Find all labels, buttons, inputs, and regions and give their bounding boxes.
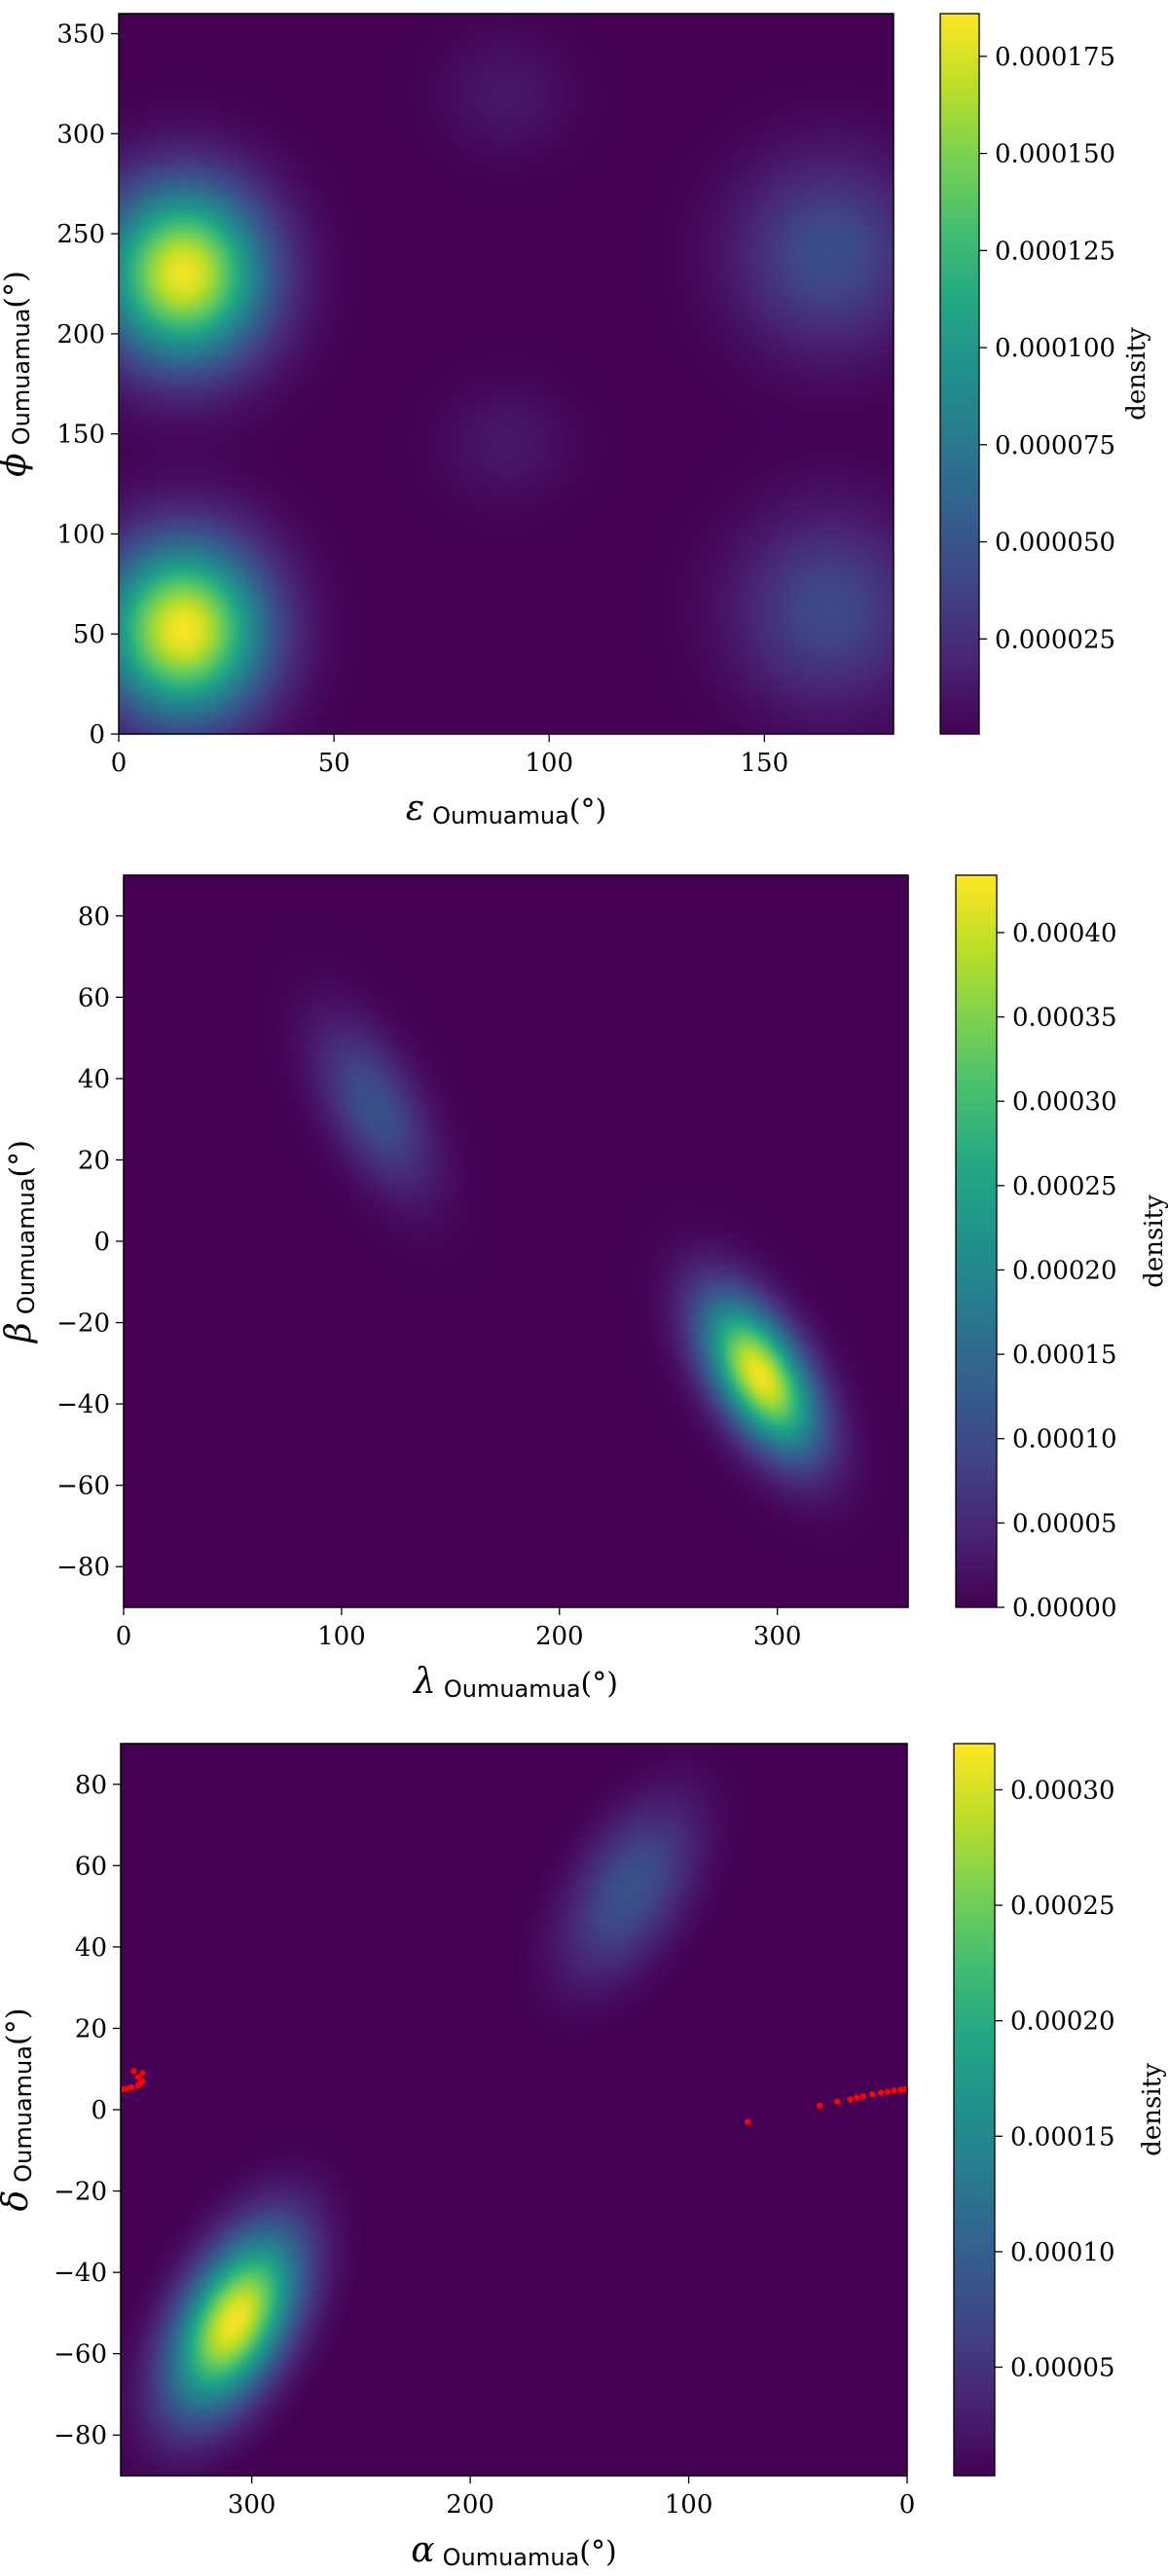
colorbar-tick-label: 0.00015 bbox=[1012, 1341, 1117, 1370]
colorbar-tick-label: 0.000100 bbox=[995, 334, 1115, 363]
y-tick-label: −40 bbox=[54, 2259, 107, 2288]
observation-point bbox=[744, 2118, 751, 2125]
x-tick-label: 300 bbox=[753, 1622, 802, 1651]
y-tick-label: 100 bbox=[56, 520, 105, 549]
y-tick-label: 300 bbox=[56, 120, 105, 149]
y-axis-label: ϕOumuamua(°) bbox=[0, 271, 35, 477]
colorbar-tick-label: 0.000075 bbox=[995, 431, 1115, 460]
colorbar-label: density bbox=[1140, 1195, 1168, 1288]
colorbar-tick-label: 0.00040 bbox=[1012, 919, 1117, 948]
y-tick-label: 40 bbox=[78, 1065, 110, 1094]
observation-point bbox=[130, 2068, 137, 2075]
x-tick-label: 0 bbox=[111, 749, 128, 778]
x-tick-label: 0 bbox=[116, 1622, 132, 1651]
chart-panel-lambda-beta: 0 100 200 300 −80 −60 −40 −20 0 20 40 60 80 λ Oumuamua… bbox=[0, 874, 1168, 1703]
y-tick-label: 20 bbox=[78, 1146, 110, 1175]
colorbar-label: density bbox=[1122, 327, 1151, 421]
observation-point bbox=[134, 2074, 142, 2080]
colorbar-tick-label: 0.00000 bbox=[1012, 1594, 1117, 1623]
x-axis-label: α Oumuamua(°) bbox=[411, 2530, 616, 2571]
y-tick-label: 80 bbox=[78, 902, 110, 932]
colorbar-tick-label: 0.00020 bbox=[1010, 2007, 1115, 2037]
observation-point bbox=[817, 2102, 823, 2110]
y-tick-label: 50 bbox=[73, 620, 105, 649]
y-axis-label: βOumuamua(°) bbox=[0, 1140, 40, 1344]
colorbar-tick-label: 0.00015 bbox=[1010, 2122, 1115, 2152]
y-tick-label: −60 bbox=[54, 2340, 107, 2370]
colorbar-tick-label: 0.000025 bbox=[995, 625, 1115, 654]
observation-point bbox=[859, 2093, 867, 2100]
colorbar-tick-label: 0.00025 bbox=[1012, 1172, 1117, 1201]
y-tick-label: 0 bbox=[91, 2096, 107, 2125]
y-tick-label: −80 bbox=[56, 1553, 110, 1582]
colorbar-tick-label: 0.00030 bbox=[1010, 1776, 1115, 1805]
y-tick-label: 80 bbox=[75, 1771, 107, 1800]
x-tick-label: 100 bbox=[525, 749, 573, 778]
colorbar-tick-label: 0.00010 bbox=[1010, 2238, 1115, 2267]
chart-panel-alpha-delta: 300 200 100 0 −80 −60 −40 −20 0 20 40 60 80 α Oumuamua… bbox=[0, 1743, 1167, 2571]
x-tick-label: 150 bbox=[741, 749, 789, 778]
x-tick-label: 200 bbox=[446, 2490, 494, 2520]
x-tick-label: 100 bbox=[665, 2490, 713, 2520]
density-heatmap bbox=[121, 1744, 907, 2476]
density-heatmap bbox=[119, 14, 894, 734]
x-tick-label: 50 bbox=[318, 749, 350, 778]
y-tick-label: 20 bbox=[75, 2014, 107, 2043]
y-tick-label: 0 bbox=[89, 720, 105, 750]
colorbar-tick-label: 0.00010 bbox=[1012, 1425, 1117, 1454]
x-tick-label: 300 bbox=[228, 2490, 276, 2520]
y-axis-label: δOumuamua(°) bbox=[0, 2008, 37, 2212]
y-tick-label: −20 bbox=[54, 2178, 107, 2207]
observation-point bbox=[847, 2096, 854, 2103]
x-tick-label: 0 bbox=[899, 2490, 916, 2520]
observation-point bbox=[891, 2087, 897, 2094]
y-tick-label: −80 bbox=[54, 2421, 107, 2450]
colorbar-tick-label: 0.00005 bbox=[1012, 1509, 1117, 1538]
y-tick-label: 40 bbox=[75, 1933, 107, 1963]
observation-point bbox=[833, 2098, 841, 2105]
colorbar-label: density bbox=[1138, 2063, 1167, 2156]
colorbar bbox=[939, 13, 980, 735]
observation-point bbox=[139, 2078, 146, 2084]
plot-frame bbox=[118, 13, 894, 735]
y-tick-label: −40 bbox=[56, 1390, 110, 1419]
y-tick-label: 350 bbox=[56, 20, 105, 50]
y-tick-label: 0 bbox=[93, 1228, 110, 1257]
y-tick-label: 60 bbox=[78, 983, 110, 1012]
colorbar-tick-label: 0.000125 bbox=[995, 237, 1115, 266]
colorbar-tick-label: 0.00035 bbox=[1012, 1004, 1117, 1033]
colorbar-tick-label: 0.00030 bbox=[1012, 1087, 1117, 1117]
chart-panel-epsilon-phi: 0 50 100 150 0 50 100 150 200 250 300 350 ε Oumuamua(… bbox=[0, 13, 1151, 829]
colorbar bbox=[953, 1743, 996, 2477]
observation-point bbox=[139, 2070, 146, 2077]
colorbar-tick-label: 0.00005 bbox=[1010, 2354, 1115, 2383]
x-axis-label: ε Oumuamua(°) bbox=[406, 789, 606, 829]
y-tick-label: 200 bbox=[56, 320, 105, 350]
colorbar-tick-label: 0.000050 bbox=[995, 529, 1115, 558]
observation-point bbox=[868, 2090, 876, 2098]
x-tick-label: 100 bbox=[317, 1622, 366, 1651]
colorbar-tick-label: 0.000175 bbox=[995, 43, 1115, 72]
colorbar-tick-label: 0.000150 bbox=[995, 140, 1115, 169]
colorbar bbox=[955, 874, 998, 1608]
observation-point bbox=[128, 2083, 135, 2091]
observation-point bbox=[877, 2089, 885, 2096]
y-tick-label: 150 bbox=[56, 421, 105, 450]
observation-point bbox=[884, 2088, 891, 2095]
observation-point bbox=[854, 2094, 860, 2101]
y-tick-label: 60 bbox=[75, 1852, 107, 1881]
colorbar-tick-label: 0.00020 bbox=[1012, 1256, 1117, 1285]
density-heatmap bbox=[124, 875, 908, 1607]
colorbar-tick-label: 0.00025 bbox=[1010, 1892, 1115, 1921]
x-tick-label: 200 bbox=[535, 1622, 584, 1651]
x-axis-label: λ Oumuamua(°) bbox=[412, 1662, 618, 1703]
y-tick-label: −20 bbox=[56, 1309, 110, 1339]
y-tick-label: 250 bbox=[56, 220, 105, 249]
y-tick-label: −60 bbox=[56, 1472, 110, 1501]
